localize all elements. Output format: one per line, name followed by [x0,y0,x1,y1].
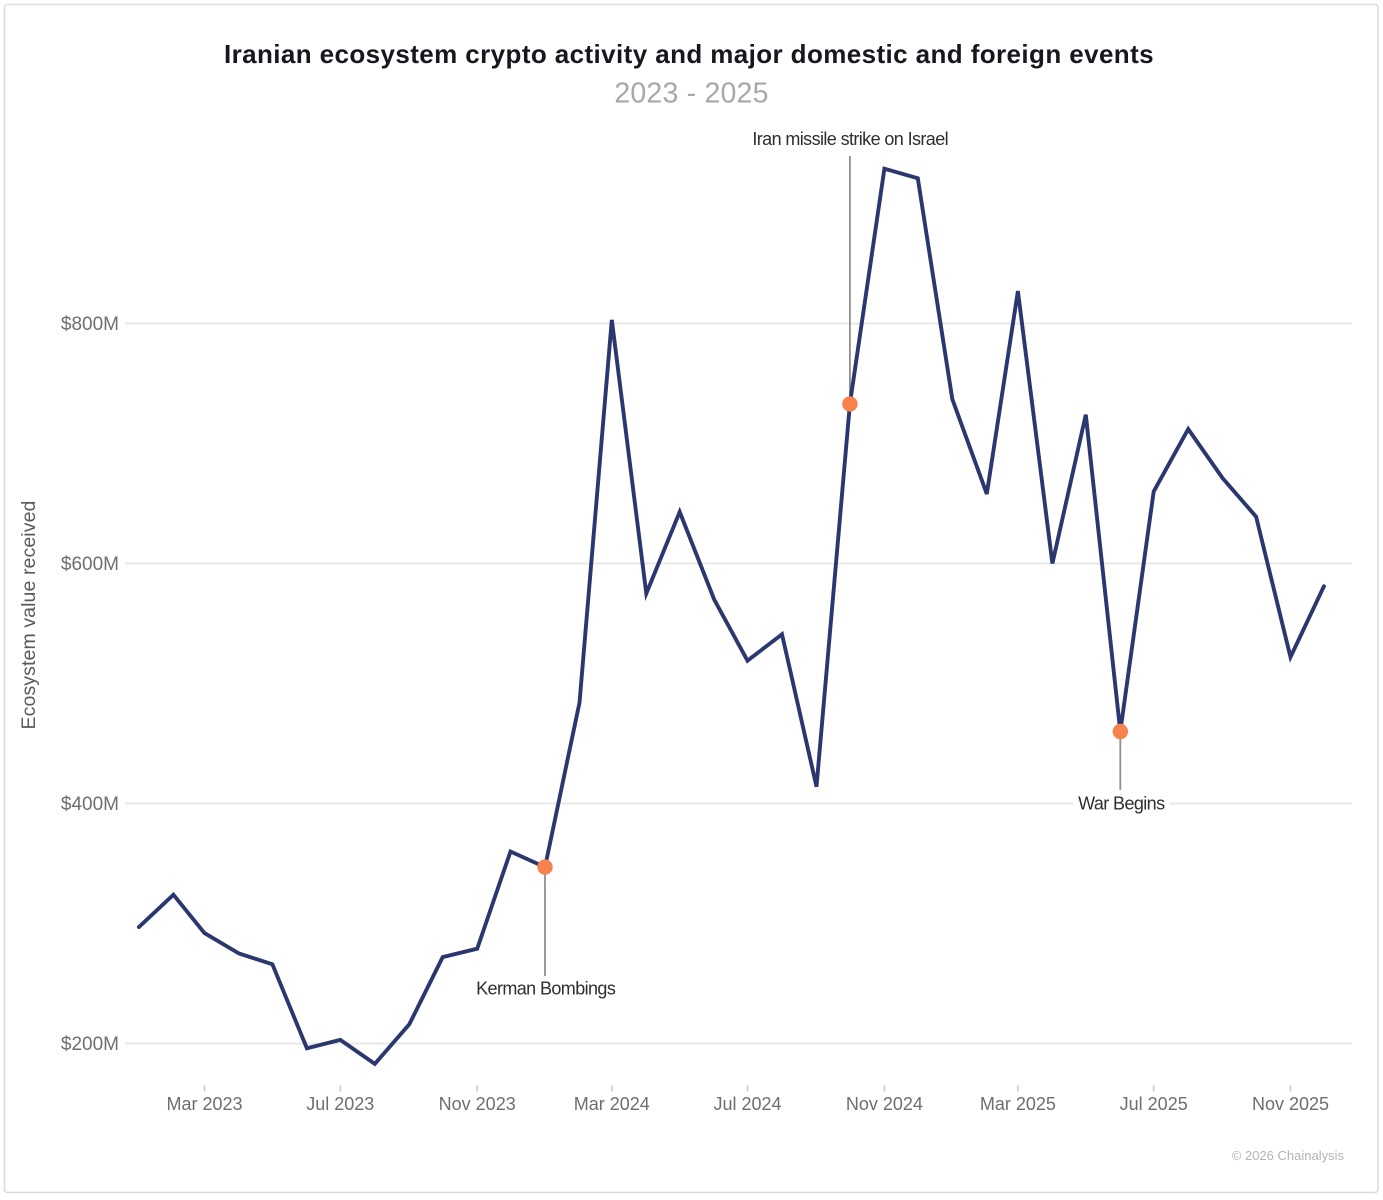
svg-text:Mar 2024: Mar 2024 [574,1094,650,1114]
svg-text:Nov 2023: Nov 2023 [439,1094,516,1114]
svg-text:Ecosystem value received: Ecosystem value received [18,501,40,730]
svg-text:Nov 2025: Nov 2025 [1252,1094,1329,1114]
svg-text:© 2026 Chainalysis: © 2026 Chainalysis [1232,1148,1345,1163]
svg-text:Mar 2023: Mar 2023 [166,1094,242,1114]
svg-text:$800M: $800M [61,314,119,335]
svg-text:Iran missile strike on Israel: Iran missile strike on Israel [752,129,948,149]
svg-text:War Begins: War Begins [1078,794,1165,814]
svg-text:$600M: $600M [61,554,119,575]
svg-text:Nov 2024: Nov 2024 [846,1094,923,1114]
svg-text:Jul 2025: Jul 2025 [1120,1094,1188,1114]
svg-text:Iranian ecosystem crypto activ: Iranian ecosystem crypto activity and ma… [224,39,1154,69]
svg-text:$400M: $400M [61,794,119,815]
svg-text:2023 - 2025: 2023 - 2025 [614,78,768,110]
svg-text:$200M: $200M [61,1034,119,1055]
svg-text:Jul 2024: Jul 2024 [713,1094,781,1114]
svg-text:Jul 2023: Jul 2023 [306,1094,374,1114]
svg-text:Mar 2025: Mar 2025 [980,1094,1056,1114]
svg-text:Kerman Bombings: Kerman Bombings [476,979,616,999]
